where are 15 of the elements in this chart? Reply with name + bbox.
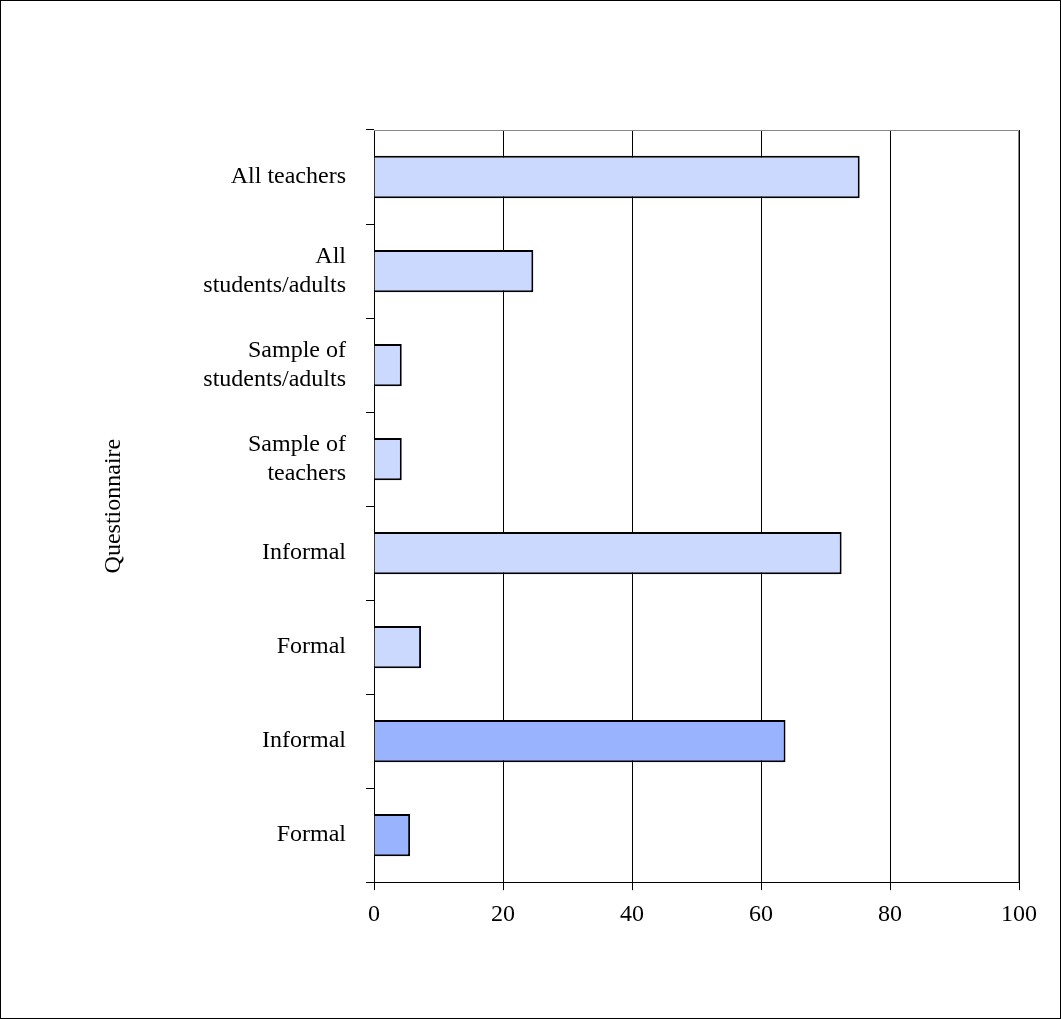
x-tick-label: 80 xyxy=(878,899,902,926)
y-tick-label: Informal xyxy=(262,726,347,753)
y-tick-label: Formal xyxy=(276,632,347,659)
y-axis-title: Questionnaire xyxy=(98,438,125,574)
x-tick-label: 20 xyxy=(491,899,515,926)
y-tick-label: Sample of students/adults xyxy=(203,335,346,391)
x-tick-label: 0 xyxy=(368,899,380,926)
y-tick-label: Formal xyxy=(276,820,347,847)
y-tick-label: All students/adults xyxy=(203,241,347,297)
x-tick-label: 60 xyxy=(749,899,773,926)
x-tick-label: 40 xyxy=(620,899,644,926)
y-tick-label: Informal xyxy=(262,538,347,565)
y-tick-label: All teachers xyxy=(230,162,346,189)
x-tick-label: 100 xyxy=(1001,899,1037,926)
y-tick-label: Sample of teachers xyxy=(248,429,346,485)
